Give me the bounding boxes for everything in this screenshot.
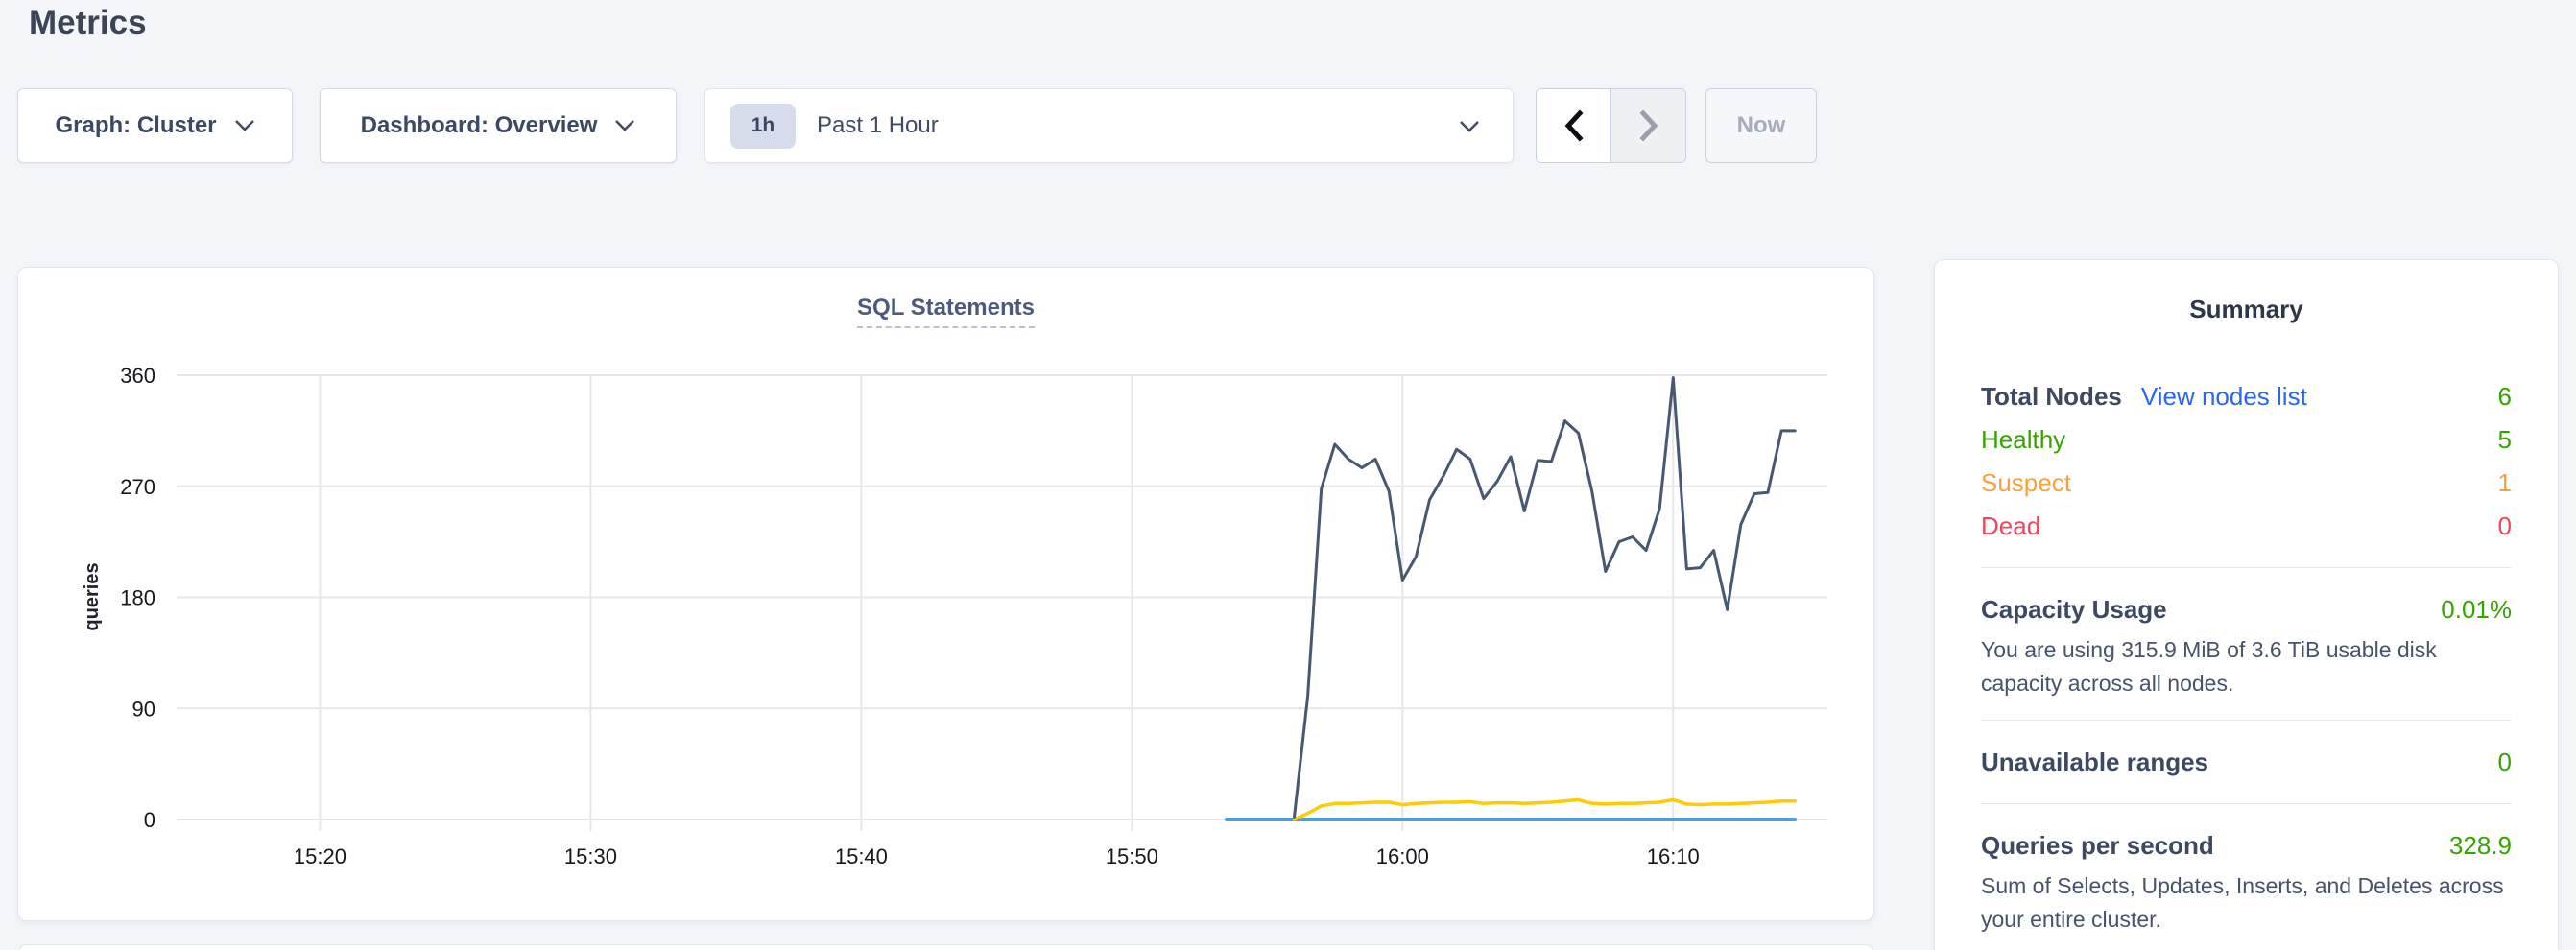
- unavailable-ranges-label: Unavailable ranges: [1981, 747, 2208, 776]
- now-button[interactable]: Now: [1705, 88, 1817, 163]
- y-tick-label: 0: [144, 808, 155, 832]
- dashboard-label: Dashboard: Overview: [360, 112, 598, 138]
- y-tick-label: 90: [132, 697, 155, 721]
- queries-per-second-row: Queries per second 328.9: [1981, 823, 2512, 867]
- total-nodes-value: 6: [2497, 382, 2512, 411]
- chevron-right-icon: [1638, 109, 1658, 142]
- next-chart-card: [17, 944, 1874, 950]
- page-title: Metrics: [29, 4, 147, 41]
- x-tick-label: 15:30: [564, 844, 617, 868]
- y-axis-label: queries: [82, 562, 103, 630]
- summary-panel: Summary Total Nodes View nodes list 6 He…: [1934, 259, 2559, 950]
- graph-scope-label: Graph: Cluster: [55, 112, 217, 138]
- healthy-nodes-row: Healthy 5: [1981, 418, 2512, 462]
- x-axis: 15:20 15:30 15:40 15:50 16:00 16:10: [294, 375, 1700, 868]
- total-nodes-row: Total Nodes View nodes list 6: [1981, 375, 2512, 418]
- y-tick-label: 360: [120, 364, 155, 388]
- sql-statements-chart-card: SQL Statements 15:20 15:30 15:40 15:50 16:00…: [17, 267, 1874, 921]
- x-tick-label: 15:20: [294, 844, 346, 868]
- dead-label: Dead: [1981, 511, 2041, 540]
- summary-title: Summary: [2189, 295, 2303, 323]
- unavailable-ranges-value: 0: [2497, 747, 2512, 776]
- time-range-badge: 1h: [730, 103, 796, 149]
- dead-nodes-row: Dead 0: [1981, 505, 2512, 548]
- time-range-label: Past 1 Hour: [817, 112, 939, 138]
- suspect-nodes-row: Suspect 1: [1981, 462, 2512, 505]
- dead-value: 0: [2497, 511, 2512, 540]
- chart-line-low-yellow-series: [1292, 797, 1797, 821]
- capacity-usage-description: You are using 315.9 MiB of 3.6 TiB usabl…: [1981, 637, 2437, 696]
- total-nodes-label: Total Nodes: [1981, 382, 2122, 411]
- x-tick-label: 16:10: [1647, 844, 1700, 868]
- forward-button[interactable]: [1611, 89, 1685, 162]
- capacity-usage-row: Capacity Usage 0.01%: [1981, 587, 2512, 631]
- unavailable-ranges-row: Unavailable ranges 0: [1981, 740, 2512, 784]
- back-button[interactable]: [1537, 89, 1611, 162]
- time-range-select[interactable]: 1h Past 1 Hour: [704, 88, 1514, 163]
- y-axis: 0 90 180 270 360: [120, 364, 1827, 832]
- chevron-down-icon: [1460, 121, 1479, 132]
- chevron-left-icon: [1564, 109, 1584, 142]
- chart-title[interactable]: SQL Statements: [857, 295, 1035, 328]
- x-tick-label: 15:40: [835, 844, 888, 868]
- sql-statements-chart: 15:20 15:30 15:40 15:50 16:00 16:10 0 90 180 270 3…: [82, 364, 1827, 868]
- suspect-label: Suspect: [1981, 468, 2071, 497]
- healthy-label: Healthy: [1981, 425, 2066, 454]
- chevron-down-icon: [615, 120, 635, 131]
- divider: [1981, 720, 2512, 721]
- queries-per-second-description: Sum of Selects, Updates, Inserts, and De…: [1981, 873, 2504, 932]
- dashboard-dropdown[interactable]: Dashboard: Overview: [320, 88, 677, 163]
- graph-scope-dropdown[interactable]: Graph: Cluster: [17, 88, 293, 163]
- x-tick-label: 16:00: [1376, 844, 1429, 868]
- capacity-usage-label: Capacity Usage: [1981, 594, 2167, 624]
- queries-per-second-value: 328.9: [2448, 830, 2512, 860]
- time-window-pager: [1536, 88, 1686, 163]
- chart-line-main-navy-series: [1293, 376, 1797, 819]
- queries-per-second-label: Queries per second: [1981, 830, 2214, 860]
- divider: [1981, 567, 2512, 568]
- capacity-usage-value: 0.01%: [2441, 594, 2512, 624]
- view-nodes-list-link[interactable]: View nodes list: [2140, 382, 2307, 411]
- divider: [1981, 803, 2512, 804]
- y-tick-label: 180: [120, 586, 155, 610]
- x-tick-label: 15:50: [1106, 844, 1158, 868]
- suspect-value: 1: [2497, 468, 2512, 497]
- healthy-value: 5: [2497, 425, 2512, 454]
- y-tick-label: 270: [120, 475, 155, 499]
- chevron-down-icon: [234, 120, 254, 131]
